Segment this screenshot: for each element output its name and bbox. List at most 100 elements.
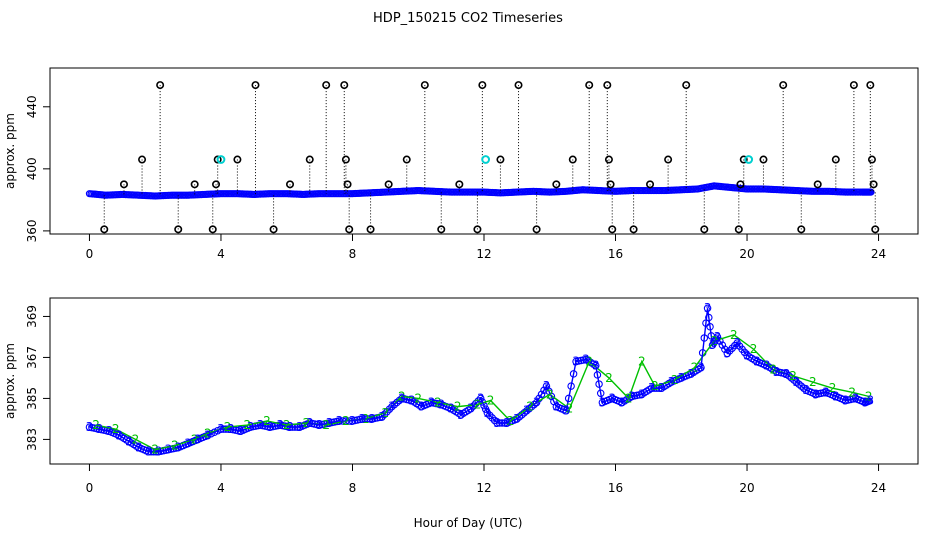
cavity-3-circle xyxy=(795,380,803,388)
cavity-3-marker: 3 xyxy=(359,412,367,426)
bottom-y-tick-label: 385 xyxy=(25,387,39,410)
cavity-3-circle xyxy=(865,397,873,405)
cavity-3-marker: 3 xyxy=(503,416,511,430)
cavity-3-circle xyxy=(537,390,546,399)
outlier-point xyxy=(341,155,350,164)
cavity-3-circle xyxy=(730,341,739,350)
outlier-point xyxy=(305,155,314,164)
cavity-2-marker: 2 xyxy=(770,363,778,377)
outlier-point xyxy=(664,155,673,164)
outlier-point xyxy=(208,225,217,234)
cavity-3-circle xyxy=(540,386,548,394)
cavity-3-marker: 3 xyxy=(842,393,850,407)
cavity-3-marker: 3 xyxy=(155,445,163,459)
outlier-point xyxy=(366,225,375,234)
cavity-3-circle xyxy=(525,404,533,413)
outlier-point xyxy=(739,155,748,164)
top-y-axis: 360 400 440 xyxy=(25,95,50,242)
cavity-3-marker: 3 xyxy=(812,387,820,401)
cavity-3-marker: 3 xyxy=(668,375,676,389)
cavity-3-circle xyxy=(488,414,496,422)
cavity-3-marker: 3 xyxy=(266,420,274,434)
cavity-3-marker: 3 xyxy=(582,352,590,366)
cavity-2-marker: 2 xyxy=(303,416,311,430)
cavity-3-circle xyxy=(721,345,729,353)
cavity-3-marker: 3 xyxy=(204,428,212,442)
cavity-2-marker: 2 xyxy=(526,400,534,414)
bottom-x-axis: 0 4 8 12 16 20 24 xyxy=(86,464,886,495)
cavity-3-marker: 3 xyxy=(316,418,324,432)
outlier-point xyxy=(496,155,505,164)
cavity-2-marker: 2 xyxy=(691,361,699,375)
cavity-3-circle xyxy=(393,398,401,407)
bottom-y-axis: 383 385 367 369 xyxy=(25,305,50,451)
outlier-point xyxy=(455,180,464,189)
cavity-3-marker: 3 xyxy=(408,393,416,407)
bottom-x-tick-label: 20 xyxy=(739,481,754,495)
cavity-2-marker: 2 xyxy=(342,414,350,428)
cavity-2-marker: 2 xyxy=(848,385,856,399)
outlier-point xyxy=(608,225,617,234)
cavity-2-marker: 2 xyxy=(638,355,646,369)
cavity-2-marker: 2 xyxy=(283,418,291,432)
bottom-y-tick-label: 383 xyxy=(25,428,39,451)
outlier-point xyxy=(212,180,221,189)
flagged-point xyxy=(744,155,754,164)
top-y-tick-label: 440 xyxy=(25,95,39,118)
cavity-2-marker: 2 xyxy=(730,328,738,342)
cavity-3-marker: 3 xyxy=(733,336,741,350)
cavity-2-marker: 2 xyxy=(809,375,817,389)
outlier-point xyxy=(867,155,876,164)
outlier-point xyxy=(532,225,541,234)
cavity-3-marker: 3 xyxy=(477,391,485,405)
bottom-x-tick-label: 0 xyxy=(86,481,94,495)
cavity-3-marker: 3 xyxy=(704,301,712,315)
outlier-point xyxy=(606,180,615,189)
outlier-point xyxy=(384,180,393,189)
cavity-3-marker: 3 xyxy=(398,391,406,405)
cavity-3-circle xyxy=(483,409,492,417)
outlier-point xyxy=(233,155,242,164)
top-y-tick-label: 400 xyxy=(25,157,39,180)
cavity-2-marker: 2 xyxy=(750,342,758,356)
bottom-x-tick-label: 8 xyxy=(349,481,357,495)
outlier-point xyxy=(813,180,822,189)
cavity-3-marker: 3 xyxy=(467,402,475,416)
cavity-3-circle xyxy=(792,378,801,386)
cavity-2-marker: 2 xyxy=(605,371,613,385)
cavity-3-marker: 3 xyxy=(763,359,771,373)
outlier-point xyxy=(437,225,446,234)
cavity-3-circle xyxy=(476,394,485,403)
cavity-3-circle xyxy=(481,405,490,413)
cavity-3-marker: 3 xyxy=(493,416,501,430)
cavity-3-marker: 3 xyxy=(437,398,445,412)
outlier-point xyxy=(473,225,482,234)
cavity-3-marker: 3 xyxy=(608,391,616,405)
top-y-tick-label: 360 xyxy=(25,219,39,242)
cavity-2-marker: 2 xyxy=(506,414,514,428)
outlier-point xyxy=(646,180,655,189)
cavity-3-marker: 3 xyxy=(523,404,531,418)
outlier-point xyxy=(119,180,128,189)
cavity-3-marker: 3 xyxy=(822,385,830,399)
outlier-point xyxy=(345,225,354,234)
cavity-3-marker: 3 xyxy=(217,422,225,436)
bottom-x-tick-label: 12 xyxy=(476,481,491,495)
cavity-2-marker: 2 xyxy=(171,439,179,453)
cavity-3-circle xyxy=(388,402,396,411)
top-x-tick-label: 0 xyxy=(86,247,94,261)
cavity-3-marker: 3 xyxy=(86,420,94,434)
cavity-3-marker: 3 xyxy=(723,346,731,360)
cavity-3-marker: 3 xyxy=(115,428,123,442)
outlier-point xyxy=(831,155,840,164)
cavity-3-marker: 3 xyxy=(648,381,656,395)
cavity-3-circle xyxy=(530,400,538,409)
cavity-3-circle xyxy=(390,400,399,409)
cavity-2-marker: 2 xyxy=(204,426,212,440)
cavity-2-marker: 2 xyxy=(434,396,442,410)
cavity-3-marker: 3 xyxy=(388,400,396,414)
